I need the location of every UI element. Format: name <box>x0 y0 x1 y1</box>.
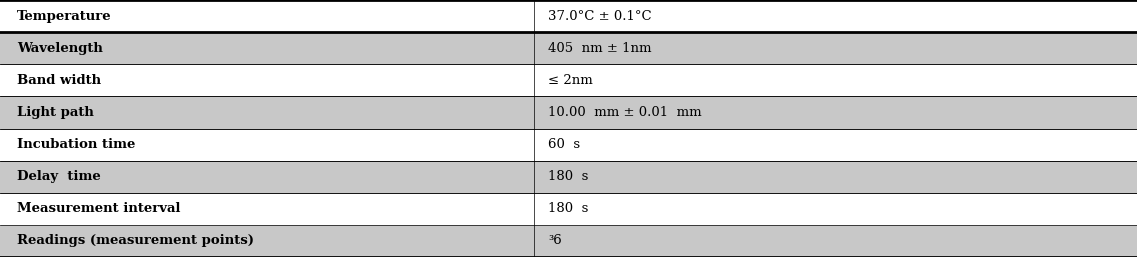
Text: Measurement interval: Measurement interval <box>17 202 181 215</box>
Text: ≤ 2nm: ≤ 2nm <box>548 74 592 87</box>
Text: 405  nm ± 1nm: 405 nm ± 1nm <box>548 42 652 55</box>
Bar <box>0 32 1137 64</box>
Bar <box>0 0 1137 32</box>
Text: 180  s: 180 s <box>548 170 589 183</box>
Bar <box>0 96 1137 128</box>
Bar <box>0 193 1137 225</box>
Text: 60  s: 60 s <box>548 138 580 151</box>
Bar <box>0 225 1137 257</box>
Text: 180  s: 180 s <box>548 202 589 215</box>
Text: Temperature: Temperature <box>17 10 111 23</box>
Bar <box>0 128 1137 161</box>
Text: Delay  time: Delay time <box>17 170 101 183</box>
Text: Incubation time: Incubation time <box>17 138 135 151</box>
Bar <box>0 161 1137 193</box>
Text: Readings (measurement points): Readings (measurement points) <box>17 234 254 247</box>
Text: Band width: Band width <box>17 74 101 87</box>
Bar <box>0 64 1137 96</box>
Text: 37.0°C ± 0.1°C: 37.0°C ± 0.1°C <box>548 10 652 23</box>
Text: 10.00  mm ± 0.01  mm: 10.00 mm ± 0.01 mm <box>548 106 702 119</box>
Text: Light path: Light path <box>17 106 94 119</box>
Text: Wavelength: Wavelength <box>17 42 103 55</box>
Text: ³6: ³6 <box>548 234 562 247</box>
